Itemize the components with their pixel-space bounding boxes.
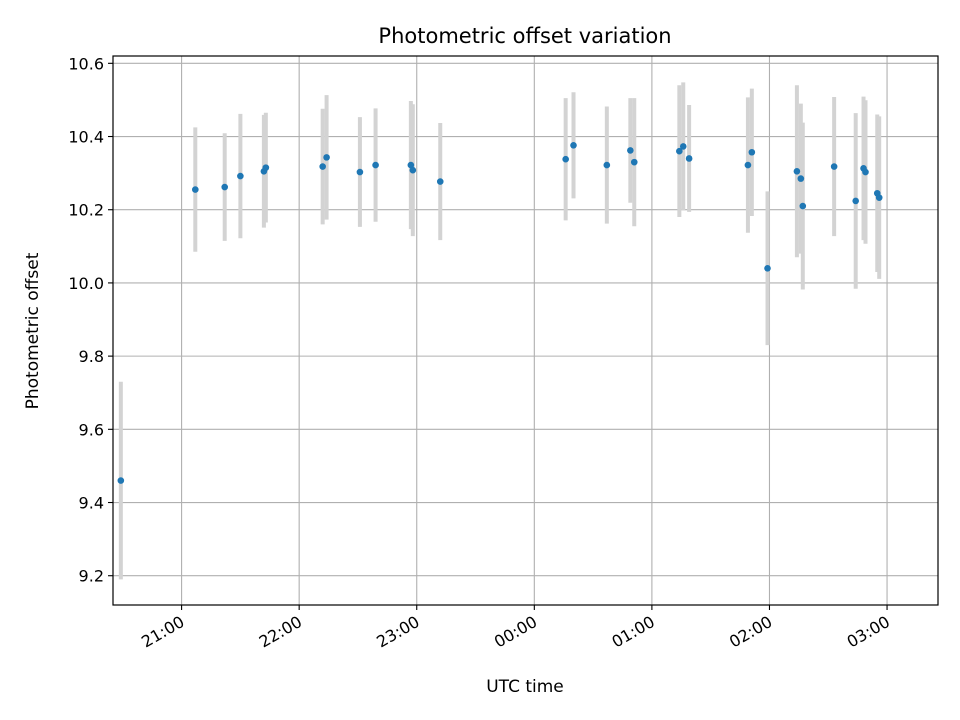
data-point: [319, 163, 326, 170]
data-point: [793, 167, 801, 175]
x-tick-label: 02:00: [726, 612, 775, 652]
x-axis-title: UTC time: [486, 677, 564, 697]
data-point: [117, 477, 125, 484]
x-tick-label: 22:00: [256, 612, 305, 652]
x-tick-label: 03:00: [844, 612, 893, 652]
data-point: [685, 155, 693, 162]
data-point: [852, 197, 859, 205]
data-point: [799, 202, 807, 210]
data-point: [603, 161, 611, 169]
y-axis-title: Photometric offset: [23, 252, 43, 409]
data-point: [570, 142, 577, 149]
data-point: [875, 194, 883, 201]
data-point: [436, 178, 444, 185]
y-tick-label: 9.4: [79, 494, 104, 513]
data-point: [797, 175, 805, 182]
data-point: [676, 147, 683, 155]
y-tick-label: 10.0: [68, 274, 104, 293]
x-tick-label: 01:00: [608, 612, 657, 652]
plot-frame: [112, 55, 939, 606]
error-bars: [118, 82, 882, 580]
data-point: [830, 163, 838, 170]
y-tick-label: 9.8: [79, 347, 104, 366]
x-axis-ticks: 21:00 22:00 23:00 00:00 01:00 02:00 03:00: [138, 605, 893, 652]
grid-lines: [113, 56, 938, 605]
data-point: [221, 183, 228, 191]
y-tick-label: 9.6: [79, 420, 104, 439]
data-point: [562, 155, 569, 163]
data-point: [627, 147, 634, 154]
data-point: [356, 168, 364, 176]
data-point: [679, 143, 687, 150]
data-point: [764, 264, 771, 272]
x-tick-label: 21:00: [138, 612, 187, 652]
data-point: [744, 161, 752, 169]
data-point: [862, 168, 869, 176]
data-point: [409, 166, 417, 174]
data-point: [748, 148, 756, 156]
x-tick-label: 23:00: [373, 612, 422, 652]
data-point: [262, 164, 270, 171]
data-point: [323, 154, 330, 161]
y-tick-label: 10.6: [68, 54, 104, 73]
y-axis-ticks: 9.2 9.4 9.6 9.8 10.0 10.2 10.4 10.6: [68, 54, 113, 586]
data-point: [407, 161, 415, 169]
y-tick-label: 10.2: [68, 201, 104, 220]
x-tick-label: 00:00: [491, 612, 540, 652]
chart-title: Photometric offset variation: [378, 24, 671, 48]
data-points: [117, 142, 883, 484]
data-point: [192, 186, 199, 193]
data-point: [630, 158, 638, 166]
data-point: [372, 161, 379, 169]
data-point: [237, 172, 244, 180]
y-tick-label: 10.4: [68, 128, 104, 147]
y-tick-label: 9.2: [79, 567, 104, 586]
